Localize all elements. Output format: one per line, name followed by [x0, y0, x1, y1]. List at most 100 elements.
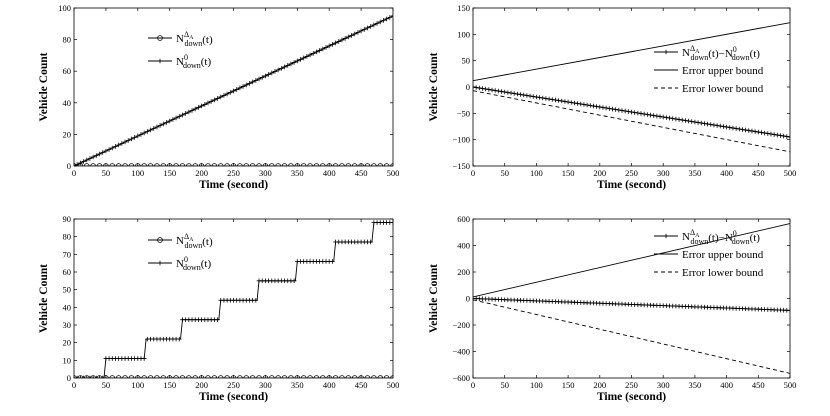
legend-glyph: (t): [202, 34, 213, 46]
data-point-1: [250, 79, 255, 85]
data-point-1: [282, 64, 287, 70]
data-point-0: [300, 163, 307, 166]
data-point-0: [480, 86, 485, 91]
data-point-1: [125, 138, 131, 143]
data-point-1: [381, 18, 386, 23]
legend-glyph: N: [725, 48, 733, 60]
data-point-0: [641, 111, 647, 117]
data-point-1: [295, 58, 300, 64]
legend-glyph: Δ: [184, 232, 189, 241]
data-point-1: [291, 60, 297, 65]
legend-glyph: down: [690, 53, 708, 62]
plot-area: [473, 223, 790, 374]
data-point-0: [607, 106, 612, 111]
data-point-1: [215, 96, 220, 101]
legend-glyph: N: [682, 47, 690, 59]
y-tick-label: 50: [462, 56, 471, 66]
legend-marker-0: [663, 49, 669, 55]
x-tick-label: 300: [259, 380, 272, 390]
data-point-1: [84, 157, 90, 163]
data-point-0: [692, 119, 698, 125]
data-point-0: [211, 163, 218, 166]
y-tick-label: 80: [63, 35, 72, 45]
x-tick-label: 150: [163, 168, 176, 178]
data-point-1: [113, 144, 118, 149]
legend-label-1: N0 down(t): [176, 53, 211, 70]
data-point-0: [135, 163, 141, 166]
data-point-0: [667, 115, 672, 121]
data-point-0: [186, 163, 192, 166]
data-point-0: [90, 163, 96, 166]
data-point-0: [610, 106, 615, 112]
data-point-1: [74, 162, 80, 166]
data-point-1: [205, 100, 211, 106]
data-point-0: [294, 375, 301, 378]
data-point-1: [97, 375, 102, 378]
y-tick-label: 30: [63, 320, 72, 330]
data-point-0: [300, 375, 307, 378]
data-point-0: [505, 90, 511, 95]
data-point-1: [346, 34, 351, 40]
y-tick-label: 600: [457, 214, 470, 224]
data-point-1: [176, 114, 182, 119]
data-point-1: [326, 43, 332, 49]
data-point-0: [553, 97, 558, 103]
data-point-0: [787, 134, 790, 140]
data-point-1: [390, 13, 393, 19]
x-tick-label: 400: [720, 168, 733, 178]
legend-glyph: A: [189, 237, 194, 243]
data-point-0: [103, 163, 109, 166]
data-point-0: [483, 86, 488, 92]
data-point-1: [78, 375, 83, 378]
data-point-0: [147, 163, 154, 166]
data-point-1: [310, 51, 316, 56]
x-tick-label: 450: [355, 380, 368, 390]
data-point-0: [530, 94, 536, 99]
data-point-1: [94, 375, 99, 378]
data-point-0: [262, 163, 269, 166]
data-point-0: [648, 112, 653, 118]
data-point-1: [94, 153, 99, 158]
data-point-1: [221, 93, 227, 98]
data-point-0: [689, 119, 695, 124]
data-point-1: [317, 48, 322, 53]
data-point-0: [502, 89, 507, 95]
data-point-0: [572, 100, 577, 106]
data-point-0: [670, 116, 676, 121]
data-point-1: [291, 278, 297, 284]
data-point-0: [122, 375, 128, 378]
legend-glyph: N: [682, 231, 690, 243]
chart-bottom-left: 0 50 100 150 200 250 300 350 400 450 5000102030405…: [38, 214, 399, 403]
data-point-0: [603, 105, 609, 111]
x-tick-label: 350: [689, 380, 702, 390]
data-point-0: [313, 163, 320, 166]
x-tick-label: 400: [323, 380, 336, 390]
legend-glyph: 0: [184, 255, 188, 264]
data-point-1: [74, 375, 80, 378]
data-point-0: [115, 375, 122, 378]
data-point-0: [243, 163, 250, 166]
legend-glyph: (t): [750, 48, 761, 60]
y-tick-label: 0: [466, 82, 470, 92]
data-point-1: [275, 67, 281, 73]
x-tick-label: 150: [163, 380, 176, 390]
y-tick-label: 80: [63, 232, 72, 242]
x-tick-label: 0: [471, 380, 475, 390]
data-point-1: [304, 54, 310, 59]
data-point-0: [230, 375, 237, 378]
data-point-0: [154, 375, 160, 378]
data-point-0: [288, 375, 294, 378]
data-point-1: [298, 57, 303, 62]
data-point-0: [83, 375, 90, 378]
data-point-0: [179, 375, 186, 378]
x-tick-label: 300: [657, 380, 670, 390]
legend-glyph: N: [176, 33, 184, 45]
data-point-1: [259, 75, 265, 80]
legend-glyph: (t): [202, 236, 213, 248]
data-point-0: [122, 163, 128, 166]
data-point-1: [180, 112, 185, 118]
y-tick-label: −100: [452, 135, 470, 145]
y-tick-label: −400: [452, 347, 470, 357]
data-point-0: [192, 163, 199, 166]
data-point-0: [575, 101, 580, 106]
